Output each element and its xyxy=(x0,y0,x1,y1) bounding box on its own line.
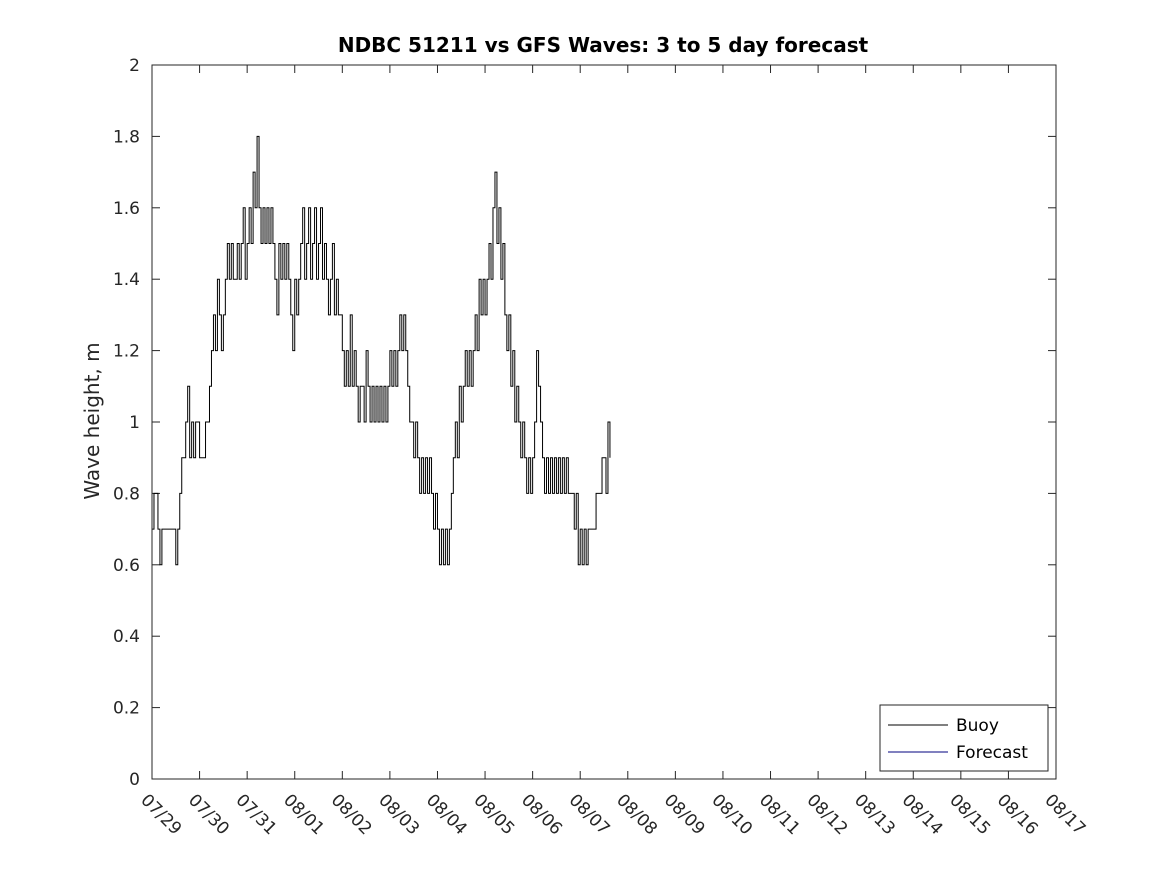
x-tick-label: 08/14 xyxy=(898,790,947,839)
plot-frame xyxy=(151,64,1057,780)
x-tick-label: 08/15 xyxy=(945,790,994,839)
y-tick-label: 1.6 xyxy=(113,199,140,219)
x-tick-label: 08/01 xyxy=(279,790,328,839)
x-tick-label: 08/13 xyxy=(850,790,899,839)
x-tick-label: 08/11 xyxy=(755,790,804,839)
y-axis-label: Wave height, m xyxy=(80,342,104,499)
chart-title: NDBC 51211 vs GFS Waves: 3 to 5 day fore… xyxy=(338,33,869,57)
x-tick-label: 08/08 xyxy=(612,790,661,839)
y-tick-label: 2 xyxy=(129,56,140,76)
x-tick-label: 07/31 xyxy=(232,790,281,839)
series-line-buoy xyxy=(152,135,611,566)
y-tick-label: 1.2 xyxy=(113,342,140,362)
x-tick-label: 08/04 xyxy=(422,790,471,839)
x-tick-label: 08/06 xyxy=(517,790,566,839)
x-tick-label: 08/07 xyxy=(565,790,614,839)
legend-label-buoy: Buoy xyxy=(956,716,999,736)
y-tick-label: 0.2 xyxy=(113,699,140,719)
legend-label-forecast: Forecast xyxy=(956,743,1028,763)
x-tick-label: 08/17 xyxy=(1040,790,1089,839)
legend: Buoy Forecast xyxy=(879,704,1049,772)
x-tick-label: 08/02 xyxy=(327,790,376,839)
x-tick-label: 08/12 xyxy=(803,790,852,839)
y-tick-label: 1 xyxy=(129,413,140,433)
series-layer xyxy=(152,135,611,566)
x-tick-label: 07/29 xyxy=(136,790,185,839)
x-tick-label: 08/03 xyxy=(374,790,423,839)
y-tick-label: 1.4 xyxy=(113,270,140,290)
x-tick-label: 08/16 xyxy=(993,790,1042,839)
x-tick-label: 08/10 xyxy=(707,790,756,839)
y-tick-label: 1.8 xyxy=(113,127,140,147)
x-tick-label: 08/05 xyxy=(470,790,519,839)
y-tick-label: 0 xyxy=(129,770,140,790)
legend-box xyxy=(879,704,1049,772)
y-tick-label: 0.4 xyxy=(113,627,140,647)
x-tick-label: 07/30 xyxy=(184,790,233,839)
x-tick-label: 08/09 xyxy=(660,790,709,839)
y-tick-label: 0.8 xyxy=(113,484,140,504)
y-tick-label: 0.6 xyxy=(113,556,140,576)
